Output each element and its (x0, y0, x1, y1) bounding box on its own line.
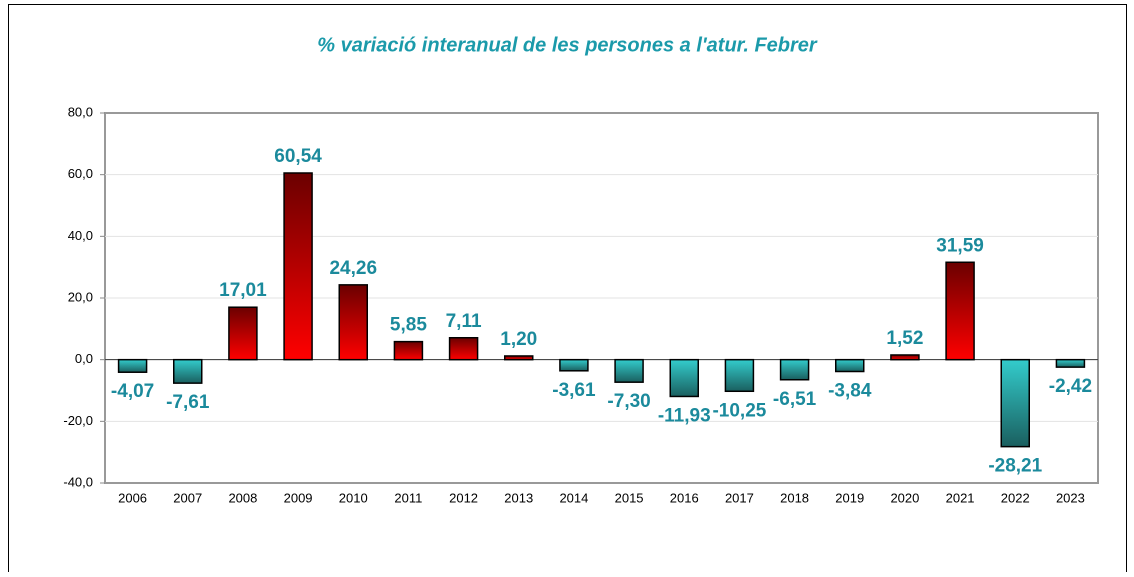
x-tick-label: 2018 (780, 490, 809, 505)
value-label: -7,30 (607, 391, 650, 412)
x-tick-label: 2023 (1056, 490, 1085, 505)
bar (559, 358, 589, 372)
y-tick-label: -20,0 (63, 413, 93, 428)
value-label: 7,11 (446, 311, 482, 332)
x-tick-label: 2011 (394, 490, 422, 505)
bar (779, 358, 810, 381)
y-tick-label: 40,0 (68, 228, 93, 243)
y-tick-label: 80,0 (68, 104, 93, 119)
x-tick-label: 2006 (118, 490, 147, 505)
value-label: -28,21 (988, 456, 1042, 477)
bar (228, 306, 258, 361)
bar (1000, 358, 1030, 448)
value-label: -6,51 (773, 389, 817, 410)
x-tick-label: 2022 (1001, 490, 1030, 505)
bar (835, 358, 865, 373)
bar (504, 355, 534, 361)
bar (1055, 358, 1086, 368)
x-tick-label: 2012 (449, 490, 478, 505)
value-label: 60,54 (274, 146, 322, 167)
value-label: 5,85 (390, 315, 427, 336)
value-label: -10,25 (712, 400, 766, 421)
y-tick-label: 20,0 (68, 289, 93, 304)
value-label: 1,52 (886, 328, 923, 349)
value-label: 24,26 (329, 258, 377, 279)
x-tick-label: 2009 (284, 490, 313, 505)
y-tick-label: 60,0 (68, 166, 93, 181)
chart-title: % variació interanual de les persones a … (317, 34, 818, 56)
bar (117, 358, 148, 373)
x-tick-label: 2020 (890, 490, 919, 505)
value-label: -3,61 (552, 380, 596, 401)
value-label: -4,07 (111, 381, 154, 402)
y-tick-label: 0,0 (75, 351, 93, 366)
bar (614, 358, 644, 383)
x-tick-label: 2013 (504, 490, 533, 505)
x-tick-label: 2016 (670, 490, 699, 505)
bar (338, 284, 368, 361)
x-tick-label: 2008 (228, 490, 257, 505)
x-tick-label: 2010 (339, 490, 368, 505)
y-tick-label: -40,0 (63, 474, 93, 489)
bar (283, 172, 313, 361)
bar (724, 358, 755, 393)
x-tick-label: 2021 (946, 490, 975, 505)
bar (173, 358, 203, 384)
value-label: 1,20 (500, 329, 537, 350)
bar (890, 354, 920, 361)
value-label: -7,61 (166, 392, 210, 413)
value-label: -3,84 (828, 381, 872, 402)
bar (945, 261, 975, 361)
value-label: 31,59 (936, 235, 984, 256)
x-tick-label: 2019 (835, 490, 864, 505)
bar (448, 336, 479, 361)
bar (393, 340, 424, 361)
value-label: -2,42 (1049, 376, 1092, 397)
x-tick-label: 2014 (559, 490, 588, 505)
x-tick-label: 2007 (173, 490, 202, 505)
bar (669, 358, 699, 398)
x-tick-label: 2017 (725, 490, 754, 505)
value-label: -11,93 (658, 405, 711, 426)
x-tick-label: 2015 (615, 490, 644, 505)
value-label: 17,01 (219, 280, 267, 301)
